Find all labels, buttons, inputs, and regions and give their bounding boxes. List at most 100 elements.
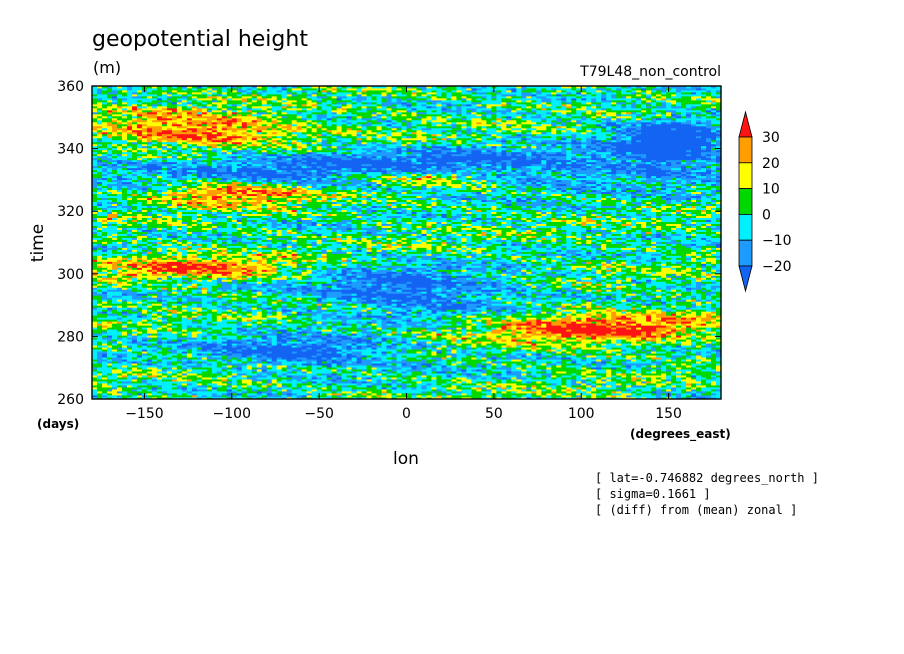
heatmap-cell xyxy=(531,381,537,384)
heatmap-cell xyxy=(661,357,672,360)
heatmap-cell xyxy=(331,369,338,372)
heatmap-cell xyxy=(561,337,567,340)
heatmap-cell xyxy=(641,343,652,346)
heatmap-cell xyxy=(431,351,437,354)
heatmap-cell xyxy=(456,341,462,344)
heatmap-cell xyxy=(261,373,268,376)
heatmap-cell xyxy=(271,381,278,384)
heatmap-cell xyxy=(501,387,507,390)
heatmap-cell xyxy=(636,359,642,362)
heatmap-cell xyxy=(306,347,313,350)
heatmap-cell xyxy=(311,393,323,396)
heatmap-cell xyxy=(226,385,233,388)
heatmap-cell xyxy=(381,373,387,376)
heatmap-cell xyxy=(651,377,657,380)
heatmap-cell xyxy=(321,383,328,386)
heatmap-cell xyxy=(271,357,278,360)
heatmap-cell xyxy=(236,379,243,382)
heatmap-cell xyxy=(271,379,278,382)
heatmap-cell xyxy=(146,393,153,396)
heatmap-cell xyxy=(421,371,427,374)
heatmap-cell xyxy=(441,333,447,336)
heatmap-cell xyxy=(191,331,203,334)
heatmap-cell xyxy=(271,337,278,340)
heatmap-cell xyxy=(311,347,323,350)
heatmap-cell xyxy=(281,395,288,398)
heatmap-cell xyxy=(376,357,382,360)
heatmap-cell xyxy=(711,355,717,358)
heatmap-cell xyxy=(661,369,667,372)
heatmap-cell xyxy=(326,365,333,368)
heatmap-cell xyxy=(431,347,437,350)
heatmap-cell xyxy=(376,393,382,396)
heatmap-cell xyxy=(111,387,118,390)
heatmap-cell xyxy=(186,363,198,366)
heatmap-cell xyxy=(616,361,622,364)
heatmap-cell xyxy=(196,383,203,386)
heatmap-cell xyxy=(156,357,163,360)
heatmap-cell xyxy=(356,381,362,384)
heatmap-cell xyxy=(666,341,672,344)
heatmap-cell xyxy=(516,391,532,394)
heatmap-cell xyxy=(196,363,203,366)
heatmap-cell xyxy=(491,383,497,386)
heatmap-cell xyxy=(136,331,143,334)
heatmap-cell xyxy=(131,365,138,368)
heatmap-cell xyxy=(291,335,298,338)
heatmap-cell xyxy=(201,345,218,348)
heatmap-cell xyxy=(681,351,687,354)
heatmap-cell xyxy=(416,335,427,338)
heatmap-cell xyxy=(146,361,153,364)
heatmap-cell xyxy=(716,333,722,336)
heatmap-cell xyxy=(341,351,347,354)
heatmap-cell xyxy=(226,357,233,360)
heatmap-cell xyxy=(706,397,717,400)
heatmap-cell xyxy=(261,391,273,394)
heatmap-cell xyxy=(601,383,607,386)
heatmap-cell xyxy=(551,345,562,348)
heatmap-cell xyxy=(541,347,552,350)
heatmap-cell xyxy=(171,397,198,400)
heatmap-cell xyxy=(326,341,338,344)
heatmap-cell xyxy=(246,375,253,378)
heatmap-cell xyxy=(391,389,432,392)
heatmap-cell xyxy=(92,393,98,396)
heatmap-cell xyxy=(271,339,278,342)
heatmap-cell xyxy=(671,383,687,386)
heatmap-cell xyxy=(291,387,298,390)
heatmap-cell xyxy=(256,393,263,396)
heatmap-cell xyxy=(691,377,697,380)
heatmap-cell xyxy=(301,381,308,384)
heatmap-cell xyxy=(101,335,108,338)
heatmap-cell xyxy=(551,393,557,396)
heatmap-cell xyxy=(306,381,313,384)
heatmap-cell xyxy=(141,387,148,390)
heatmap-cell xyxy=(136,343,143,346)
heatmap-cell xyxy=(481,365,487,368)
heatmap-cell xyxy=(711,389,717,392)
heatmap-cell xyxy=(366,381,372,384)
heatmap-cell xyxy=(286,333,293,336)
heatmap-cell xyxy=(511,391,517,394)
heatmap-cell xyxy=(381,339,387,342)
heatmap-cell xyxy=(326,379,333,382)
heatmap-cell xyxy=(221,353,228,356)
heatmap-cell xyxy=(291,395,298,398)
heatmap-cell xyxy=(221,337,228,340)
heatmap-cell xyxy=(426,375,432,378)
heatmap-cell xyxy=(506,381,522,384)
heatmap-cell xyxy=(641,371,647,374)
heatmap-cell xyxy=(246,359,253,362)
heatmap-cell xyxy=(171,361,183,364)
heatmap-cell xyxy=(361,335,367,338)
heatmap-cell xyxy=(671,375,677,378)
heatmap-cell xyxy=(696,393,702,396)
heatmap-cell xyxy=(666,379,672,382)
heatmap-cell xyxy=(596,385,602,388)
heatmap-cell xyxy=(346,361,352,364)
heatmap-cell xyxy=(161,339,168,342)
heatmap-cell xyxy=(361,353,382,356)
heatmap-cell xyxy=(316,375,328,378)
heatmap-cell xyxy=(251,371,258,374)
heatmap-cell xyxy=(616,395,627,398)
